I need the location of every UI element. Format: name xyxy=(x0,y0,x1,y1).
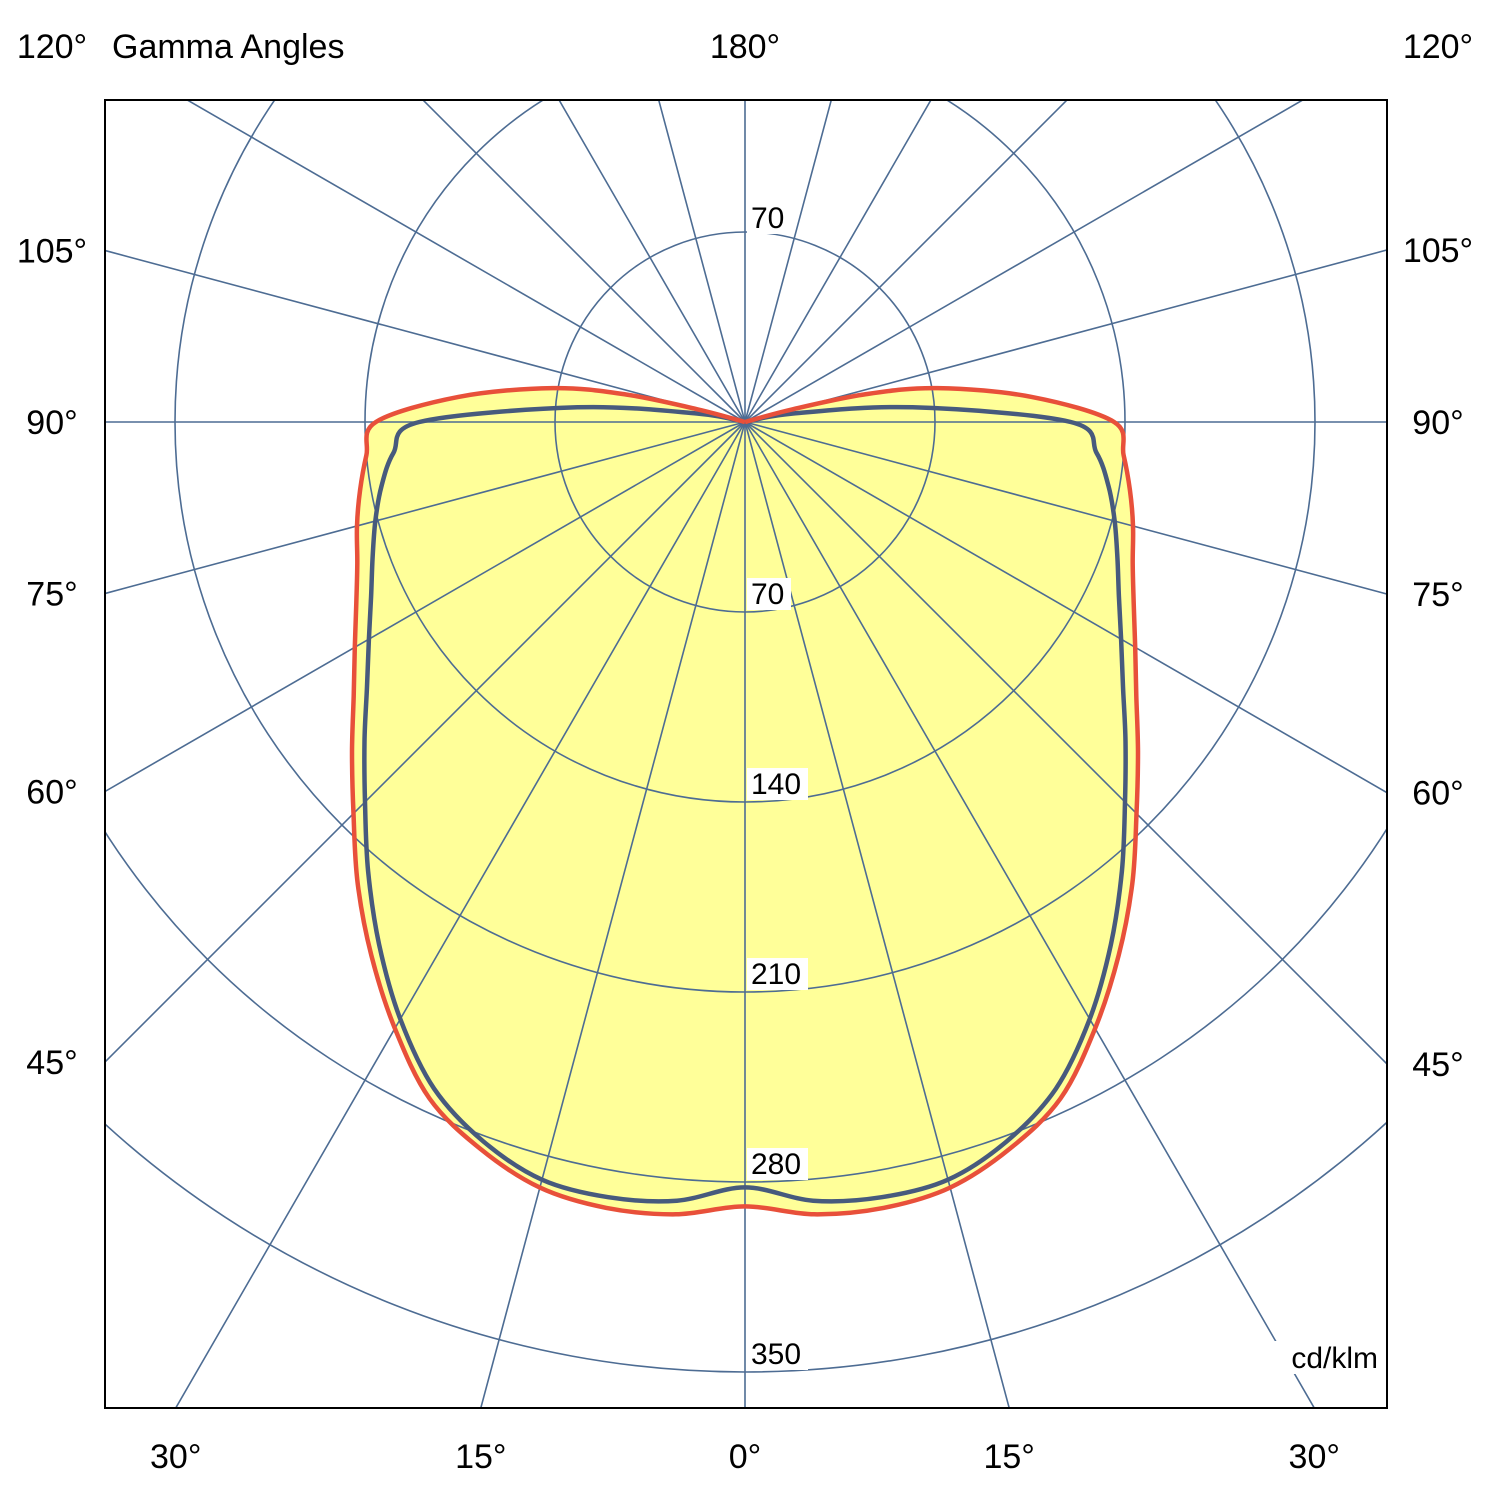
gamma-ray xyxy=(744,421,1011,1408)
curve-c0-c180 xyxy=(349,385,1141,1217)
ring-label-bg xyxy=(747,768,808,800)
curve-c90-c270 xyxy=(362,404,1128,1204)
gamma-angle-label: 105° xyxy=(1403,232,1473,270)
gamma-ray xyxy=(105,421,746,793)
gamma-angle-label: 75° xyxy=(1412,576,1463,614)
gamma-ray xyxy=(744,100,1305,423)
gamma-angle-label: 75° xyxy=(26,575,77,613)
gamma-ray xyxy=(185,100,746,423)
intensity-curves-layer xyxy=(349,385,1141,1217)
gamma-ray xyxy=(105,249,746,423)
gamma-ray xyxy=(744,100,1069,423)
ring-value-label: 210 xyxy=(751,958,801,991)
gamma-angle-label: 105° xyxy=(17,233,87,271)
gamma-ray xyxy=(105,421,746,595)
gamma-angle-label: 60° xyxy=(1412,775,1463,813)
gamma-angle-label: 30° xyxy=(150,1438,201,1476)
gamma-angle-label: 60° xyxy=(26,774,77,812)
gamma-angle-labels-layer: 105° 90° 75° 60° 45° 105° 90° 75° 60° 45° 30° 15° 0°… xyxy=(17,232,1473,1476)
gamma-angle-label: 90° xyxy=(26,404,77,442)
plot-frame xyxy=(104,99,1388,1409)
gamma-angle-label: 15° xyxy=(455,1438,506,1476)
gamma-angle-label: 15° xyxy=(983,1438,1034,1476)
gamma-ray xyxy=(174,421,746,1408)
unit-label-bg xyxy=(1270,1341,1384,1374)
ring-label-bg xyxy=(747,202,791,234)
gamma-ray xyxy=(657,100,746,423)
ring-label-bg xyxy=(747,1148,808,1180)
gamma-ray xyxy=(744,421,1387,595)
gamma-ray xyxy=(421,100,746,423)
unit-label: cd/klm xyxy=(1291,1342,1378,1375)
gamma-ray xyxy=(744,100,932,423)
gamma-ray xyxy=(744,421,1387,1066)
gamma-angle-label: 30° xyxy=(1289,1438,1340,1476)
ring-value-label: 350 xyxy=(751,1338,801,1371)
ring-label-bg xyxy=(747,578,791,610)
ring-value-label: 140 xyxy=(751,768,801,801)
gamma-ray xyxy=(105,421,746,1064)
ring-value-label: 70 xyxy=(751,202,784,235)
ring-value-labels-layer: 70 70 140 210 280 350 xyxy=(747,202,808,1371)
chart-title: Gamma Angles xyxy=(112,28,344,66)
gamma-ray xyxy=(558,100,746,423)
gamma-ray xyxy=(744,249,1387,423)
gamma-label-120-right: 120° xyxy=(1403,28,1473,66)
gamma-angle-label: 0° xyxy=(729,1438,762,1476)
gamma-ray xyxy=(744,421,1387,794)
gamma-angle-label: 90° xyxy=(1412,404,1463,442)
gamma-ray xyxy=(744,421,1316,1408)
ring-label-bg xyxy=(747,1338,808,1370)
gamma-label-180: 180° xyxy=(710,28,780,66)
gamma-ray xyxy=(744,100,833,423)
gamma-angle-label: 45° xyxy=(1412,1046,1463,1084)
ring-value-label: 280 xyxy=(751,1148,801,1181)
gamma-ray xyxy=(479,421,746,1408)
gamma-angle-label: 45° xyxy=(26,1044,77,1082)
gamma-label-120-left: 120° xyxy=(17,28,87,66)
ring-label-bg xyxy=(747,958,808,990)
ring-value-label: 70 xyxy=(751,578,784,611)
